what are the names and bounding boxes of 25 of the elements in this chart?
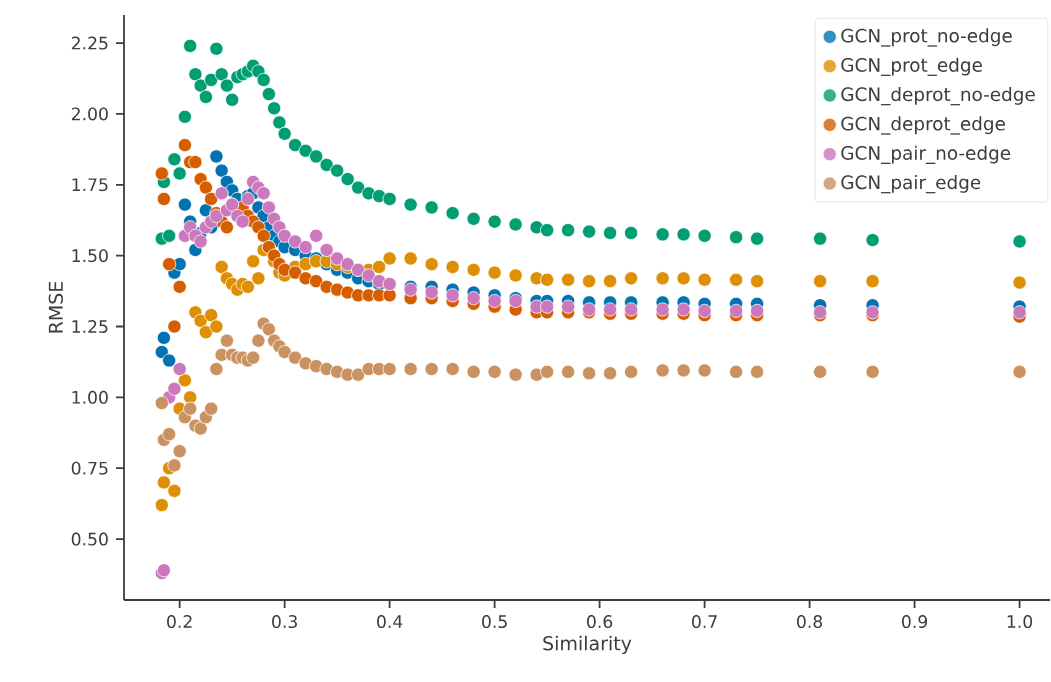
legend-label: GCN_deprot_no-edge [841,86,1035,106]
y-tick-label: 0.50 [71,532,108,546]
x-tick-label: 1.0 [1007,615,1033,629]
x-axis-title: Similarity [543,635,632,655]
y-tick-label: 1.00 [72,390,108,404]
x-tick-label: 0.8 [797,615,823,629]
legend-label: GCN_pair_no-edge [841,145,1011,164]
y-axis-title: RMSE [48,281,63,333]
legend-label: GCN_deprot_edge [841,116,1005,135]
legend-label: GCN_prot_no-edge [841,28,1012,47]
y-tick-label: 1.50 [72,249,108,263]
y-tick-label: 1.75 [72,178,108,192]
legend-label: GCN_prot_edge [841,57,982,76]
x-tick-label: 0.7 [692,615,717,629]
y-tick-label: 0.75 [71,461,108,475]
x-tick-label: 0.9 [902,615,928,629]
x-tick-label: 0.5 [482,615,507,629]
x-tick-label: 0.4 [377,615,403,629]
x-tick-label: 0.3 [272,615,297,629]
legend-label: GCN_pair_edge [841,174,981,194]
y-tick-label: 2.00 [71,107,108,121]
x-tick-label: 0.6 [587,615,613,629]
y-tick-label: 1.25 [72,320,108,333]
x-tick-label: 0.2 [167,615,192,629]
y-tick-label: 2.25 [71,36,108,50]
